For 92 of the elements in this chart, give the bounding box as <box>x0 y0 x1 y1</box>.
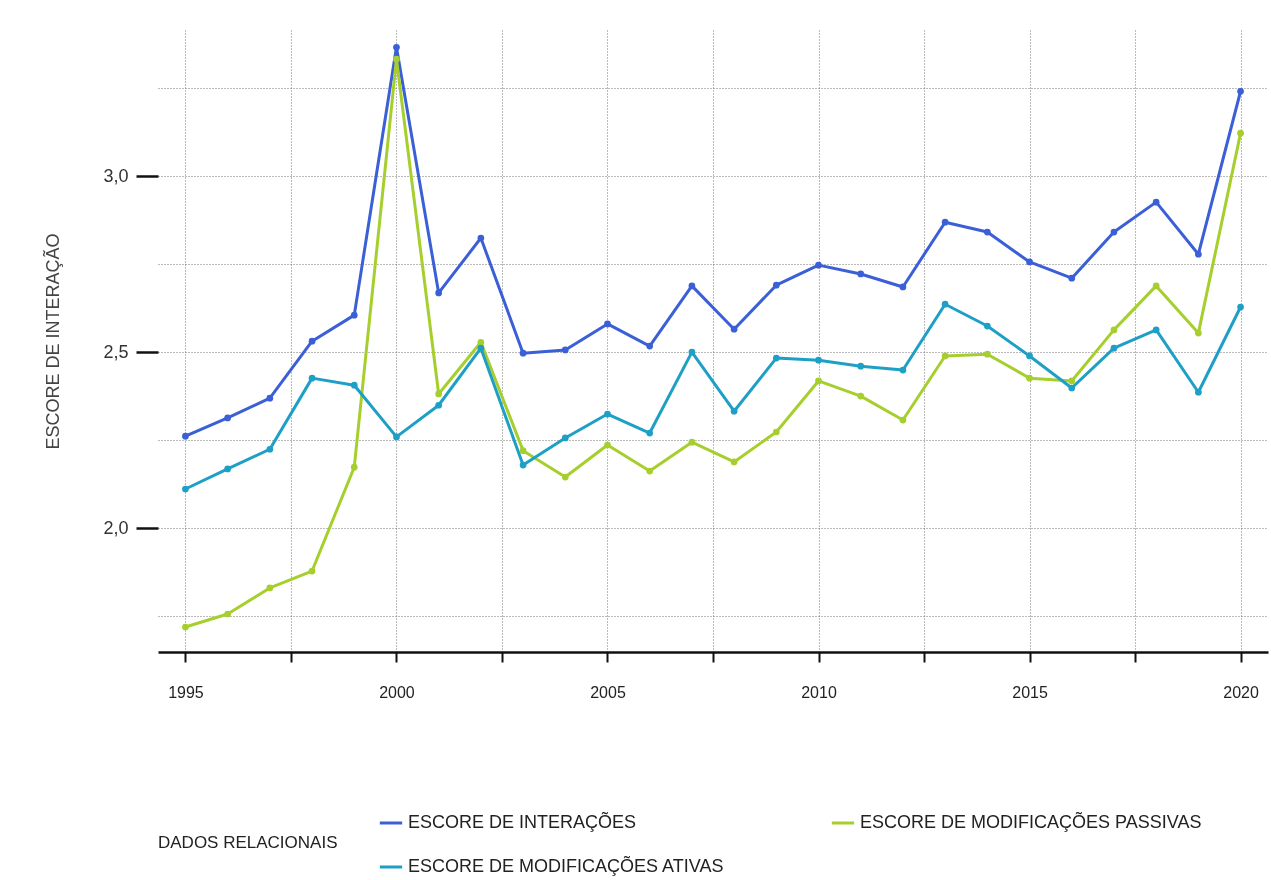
point <box>604 320 611 328</box>
point <box>1195 388 1202 396</box>
point <box>1152 326 1160 334</box>
point <box>1237 87 1244 95</box>
point <box>772 281 780 289</box>
point <box>1026 374 1033 382</box>
point <box>983 350 991 358</box>
point <box>604 410 611 418</box>
point <box>899 366 907 374</box>
point <box>266 584 274 592</box>
point <box>350 463 358 471</box>
x-tick-label: 1995 <box>168 683 204 701</box>
point <box>308 567 316 575</box>
point <box>393 55 400 63</box>
point <box>1026 258 1033 266</box>
point <box>1195 329 1202 337</box>
point <box>477 338 485 346</box>
x-tick-label: 2015 <box>1012 683 1048 701</box>
point <box>730 458 738 466</box>
point <box>224 414 231 422</box>
point <box>224 610 231 618</box>
point <box>815 377 822 385</box>
point <box>1068 377 1076 385</box>
point <box>815 356 822 364</box>
point <box>1110 344 1118 352</box>
point <box>477 344 485 352</box>
point <box>730 407 738 415</box>
legend-label: ESCORE DE MODIFICAÇÕES ATIVAS <box>408 855 724 876</box>
point <box>224 465 231 473</box>
point <box>1237 303 1244 311</box>
point <box>941 218 949 226</box>
point <box>604 441 611 449</box>
point <box>646 467 654 475</box>
point <box>983 322 991 330</box>
point <box>393 43 400 51</box>
legend-label: ESCORE DE INTERAÇÕES <box>408 811 637 832</box>
point <box>941 352 949 360</box>
point <box>857 270 865 278</box>
point <box>899 416 907 424</box>
point <box>1195 250 1202 258</box>
y-tick-label: 2,5 <box>103 341 129 362</box>
point <box>561 346 569 354</box>
point <box>646 342 654 350</box>
x-tick-label: 2005 <box>590 683 626 701</box>
point <box>266 394 274 402</box>
y-tick-label: 3,0 <box>103 165 129 186</box>
point <box>519 447 527 454</box>
point <box>1152 282 1160 290</box>
point <box>688 348 696 356</box>
point <box>772 354 780 362</box>
point <box>393 433 400 441</box>
point <box>772 428 780 436</box>
point <box>1237 129 1244 137</box>
point <box>1068 274 1076 282</box>
point <box>646 429 654 437</box>
x-tick-label: 2000 <box>379 683 415 701</box>
point <box>857 362 865 370</box>
y-axis-title: ESCORE DE INTERAÇÃO <box>42 233 64 450</box>
point <box>899 283 907 291</box>
point <box>688 438 696 446</box>
point <box>435 390 443 398</box>
point <box>308 337 316 345</box>
point <box>561 434 569 442</box>
x-tick-label: 2020 <box>1223 683 1259 701</box>
point <box>1068 384 1076 392</box>
point <box>182 623 189 631</box>
legend-title: DADOS RELACIONAIS <box>158 833 338 852</box>
legend-label: ESCORE DE MODIFICAÇÕES PASSIVAS <box>860 811 1202 832</box>
point <box>561 473 569 481</box>
point <box>1110 326 1118 334</box>
point <box>688 282 696 290</box>
point <box>435 401 443 409</box>
point <box>1026 352 1033 360</box>
point <box>350 381 358 389</box>
point <box>983 228 991 236</box>
point <box>477 234 485 242</box>
point <box>857 392 865 400</box>
point <box>435 289 443 297</box>
point <box>182 485 189 493</box>
point <box>308 374 316 382</box>
point <box>1110 228 1118 236</box>
point <box>182 432 189 440</box>
point <box>941 300 949 308</box>
point <box>519 349 527 357</box>
point <box>1152 198 1160 206</box>
y-tick-label: 2,0 <box>103 517 129 538</box>
x-tick-label: 2010 <box>801 683 837 701</box>
point <box>730 325 738 333</box>
point <box>815 261 822 269</box>
point <box>266 445 274 453</box>
point <box>350 311 358 319</box>
point <box>519 461 527 469</box>
